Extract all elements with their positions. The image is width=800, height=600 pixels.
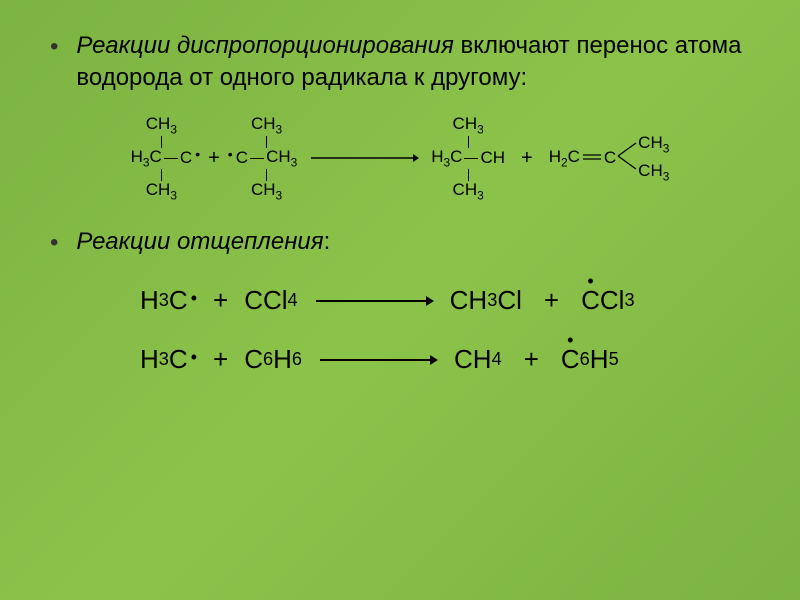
eq3-p2: C6H5	[561, 344, 619, 375]
p2-left: H2C	[549, 147, 580, 169]
p1-bot: CH3	[453, 181, 484, 202]
bond	[468, 136, 469, 148]
p2-c: C	[604, 148, 616, 168]
p1-mid: H3C CH	[431, 148, 505, 169]
eq3-p1: CH4	[454, 344, 502, 375]
p2-rb: CH3	[638, 161, 669, 183]
r2-center: C	[236, 149, 248, 167]
eq1-product1: CH3 H3C CH CH3	[431, 115, 505, 202]
eq1-product2: H2C C CH3 CH3	[549, 133, 670, 184]
r1-center: C	[180, 149, 192, 167]
bullet-marker: •	[50, 30, 58, 64]
bullet-1-text: Реакции диспропорционирования включают п…	[76, 30, 750, 95]
bullet-1-italic: Реакции диспропорционирования	[76, 32, 453, 59]
p1-center: CH	[480, 149, 505, 167]
eq2-p1: CH3Cl	[450, 285, 522, 316]
bullet-2: • Реакции отщепления:	[50, 226, 750, 260]
eq2-r2: CCl4	[244, 285, 297, 316]
eq3-r1: H3C•	[140, 344, 197, 375]
bullet-2-rest: :	[324, 228, 331, 255]
p2-right-groups: CH3 CH3	[638, 133, 669, 184]
bond	[468, 169, 469, 181]
r2-right: CH3	[266, 148, 297, 169]
bullet-1: • Реакции диспропорционирования включают…	[50, 30, 750, 95]
plus-sign: +	[213, 285, 228, 316]
p1-top: CH3	[453, 115, 484, 136]
equation-1: CH3 H3C C CH3 + CH3 C CH3 CH3 CH3 H3C C	[50, 115, 750, 202]
r1-bot: CH3	[146, 181, 177, 202]
r1-mid: H3C C	[131, 148, 192, 169]
bond-h	[164, 158, 178, 159]
plus-sign: +	[517, 147, 537, 170]
r2-mid: C CH3	[236, 148, 297, 169]
eq3-r2: C6H6	[244, 344, 302, 375]
double-bond	[583, 149, 601, 167]
p1-left: H3C	[431, 148, 462, 169]
bond	[161, 136, 162, 148]
bullet-marker: •	[50, 226, 58, 260]
eq1-reactant1: CH3 H3C C CH3	[131, 115, 192, 202]
bond	[266, 169, 267, 181]
bullet-2-text: Реакции отщепления:	[76, 226, 330, 258]
r1-left: H3C	[131, 148, 162, 169]
reaction-arrow	[309, 151, 419, 165]
bond	[161, 169, 162, 181]
p2-rt: CH3	[638, 133, 669, 155]
plus-sign: +	[524, 344, 539, 375]
equation-2: H3C• + CCl4 CH3Cl + CCl3	[50, 285, 750, 316]
plus-sign: +	[213, 344, 228, 375]
plus-sign: +	[544, 285, 559, 316]
eq2-r1: H3C•	[140, 285, 197, 316]
bullet-2-italic: Реакции отщепления	[76, 228, 323, 255]
plus-sign: +	[204, 147, 224, 170]
reaction-arrow	[318, 352, 438, 368]
bond-h	[250, 158, 264, 159]
reaction-arrow	[314, 293, 434, 309]
r2-bot: CH3	[251, 181, 282, 202]
r1-top: CH3	[146, 115, 177, 136]
r2-top: CH3	[251, 115, 282, 136]
bond-h	[464, 158, 478, 159]
bond	[266, 136, 267, 148]
equation-3: H3C• + C6H6 CH4 + C6H5	[50, 344, 750, 375]
eq2-p2: CCl3	[581, 285, 634, 316]
angle-bonds	[616, 139, 638, 178]
eq1-reactant2: CH3 C CH3 CH3	[236, 115, 297, 202]
